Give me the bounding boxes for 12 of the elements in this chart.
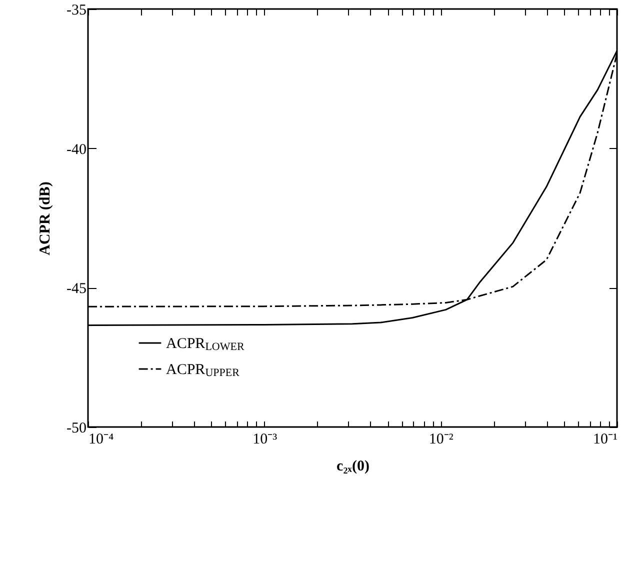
x-tick-label: 10⁻¹ <box>593 432 618 448</box>
x-tick-label: 10⁻³ <box>252 432 278 448</box>
legend-label: ACPR$_{UPPER}$ <box>166 362 240 380</box>
x-tick-label: 10⁻⁴ <box>88 432 114 448</box>
y-tick-label: -50 <box>66 420 86 436</box>
y-tick-label: -45 <box>66 281 86 298</box>
y-tick-label: -35 <box>66 2 86 18</box>
x-tick-label: 10⁻² <box>428 432 454 448</box>
y-tick-label: -40 <box>66 142 86 158</box>
y-axis-title: ACPR (dB) <box>38 182 54 256</box>
legend-label: ACPR$_{LOWER}$ <box>166 336 245 354</box>
x-axis-title: c₂ₓ(0) <box>336 458 370 474</box>
